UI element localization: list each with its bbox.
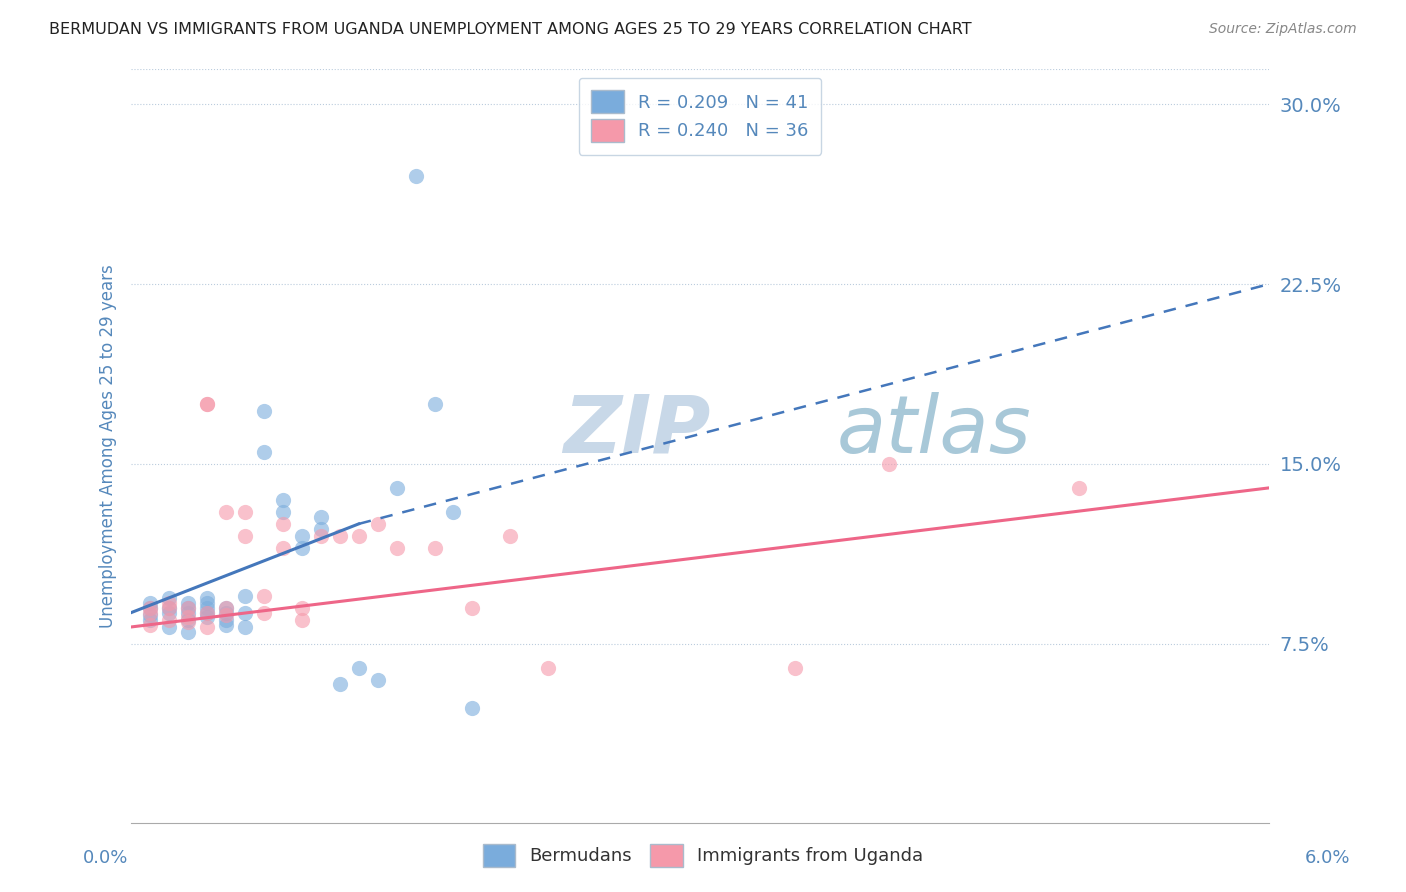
Point bbox=[195, 596, 218, 610]
Point bbox=[783, 661, 806, 675]
Point bbox=[367, 516, 389, 531]
Y-axis label: Unemployment Among Ages 25 to 29 years: Unemployment Among Ages 25 to 29 years bbox=[100, 264, 117, 628]
Point bbox=[139, 617, 162, 632]
Legend: R = 0.209   N = 41, R = 0.240   N = 36: R = 0.209 N = 41, R = 0.240 N = 36 bbox=[579, 78, 821, 154]
Point bbox=[177, 615, 200, 629]
Point bbox=[139, 613, 162, 627]
Point bbox=[253, 589, 276, 603]
Point bbox=[291, 600, 314, 615]
Point bbox=[271, 516, 294, 531]
Text: Source: ZipAtlas.com: Source: ZipAtlas.com bbox=[1209, 22, 1357, 37]
Point bbox=[195, 591, 218, 606]
Point bbox=[233, 620, 256, 634]
Point bbox=[461, 600, 484, 615]
Point bbox=[157, 591, 180, 606]
Point bbox=[461, 701, 484, 715]
Point bbox=[177, 596, 200, 610]
Point bbox=[499, 529, 522, 543]
Point bbox=[291, 541, 314, 555]
Point bbox=[385, 541, 408, 555]
Point bbox=[177, 610, 200, 624]
Point bbox=[423, 397, 446, 411]
Point bbox=[347, 529, 370, 543]
Point bbox=[215, 600, 238, 615]
Point bbox=[195, 606, 218, 620]
Point bbox=[215, 607, 238, 622]
Point bbox=[215, 606, 238, 620]
Point bbox=[233, 505, 256, 519]
Point bbox=[271, 492, 294, 507]
Point bbox=[139, 600, 162, 615]
Point bbox=[537, 661, 560, 675]
Point bbox=[291, 613, 314, 627]
Point bbox=[309, 522, 332, 536]
Point bbox=[253, 404, 276, 418]
Point bbox=[347, 661, 370, 675]
Text: ZIP: ZIP bbox=[564, 392, 711, 470]
Point bbox=[385, 481, 408, 495]
Point bbox=[443, 505, 465, 519]
Point bbox=[271, 541, 294, 555]
Point bbox=[215, 617, 238, 632]
Point bbox=[291, 529, 314, 543]
Point bbox=[271, 505, 294, 519]
Point bbox=[195, 610, 218, 624]
Point bbox=[329, 529, 352, 543]
Text: 6.0%: 6.0% bbox=[1305, 849, 1350, 867]
Legend: Bermudans, Immigrants from Uganda: Bermudans, Immigrants from Uganda bbox=[475, 837, 931, 874]
Point bbox=[253, 445, 276, 459]
Point bbox=[367, 673, 389, 687]
Point bbox=[157, 600, 180, 615]
Point bbox=[233, 529, 256, 543]
Point bbox=[195, 620, 218, 634]
Point bbox=[233, 606, 256, 620]
Point bbox=[157, 606, 180, 620]
Point bbox=[139, 596, 162, 610]
Point bbox=[139, 600, 162, 615]
Point bbox=[157, 596, 180, 610]
Point bbox=[405, 169, 427, 184]
Point bbox=[215, 505, 238, 519]
Point bbox=[195, 600, 218, 615]
Point bbox=[177, 600, 200, 615]
Point bbox=[139, 607, 162, 622]
Point bbox=[195, 397, 218, 411]
Point bbox=[309, 509, 332, 524]
Text: BERMUDAN VS IMMIGRANTS FROM UGANDA UNEMPLOYMENT AMONG AGES 25 TO 29 YEARS CORREL: BERMUDAN VS IMMIGRANTS FROM UGANDA UNEMP… bbox=[49, 22, 972, 37]
Point bbox=[423, 541, 446, 555]
Point bbox=[1067, 481, 1090, 495]
Point bbox=[215, 613, 238, 627]
Point bbox=[157, 620, 180, 634]
Text: atlas: atlas bbox=[837, 392, 1031, 470]
Point bbox=[309, 529, 332, 543]
Point bbox=[139, 606, 162, 620]
Point bbox=[329, 677, 352, 691]
Point bbox=[157, 600, 180, 615]
Point bbox=[195, 606, 218, 620]
Point bbox=[157, 613, 180, 627]
Point bbox=[177, 613, 200, 627]
Point bbox=[195, 397, 218, 411]
Point bbox=[253, 606, 276, 620]
Point bbox=[215, 600, 238, 615]
Point bbox=[879, 457, 901, 471]
Text: 0.0%: 0.0% bbox=[83, 849, 128, 867]
Point bbox=[177, 606, 200, 620]
Point bbox=[177, 600, 200, 615]
Point bbox=[233, 589, 256, 603]
Point bbox=[177, 624, 200, 639]
